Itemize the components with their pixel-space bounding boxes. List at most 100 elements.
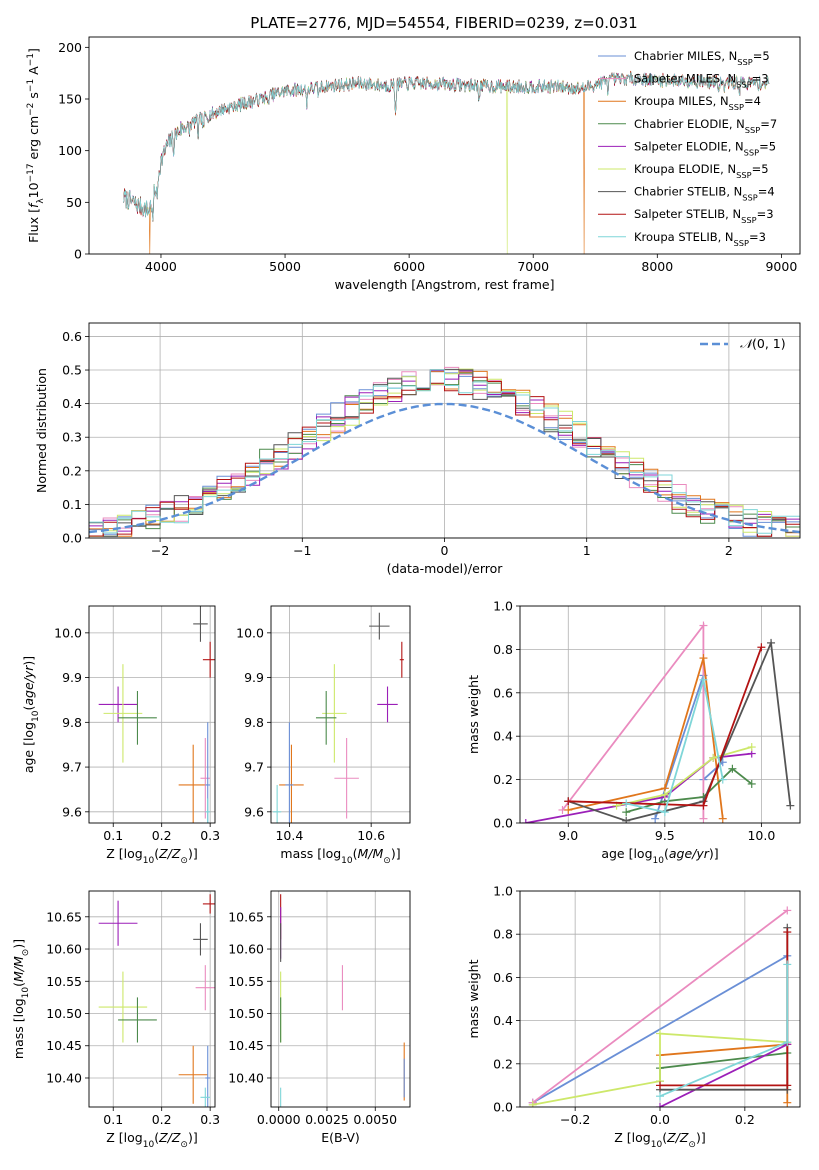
y-tick-label: 10.55: [228, 974, 264, 989]
y-axis-label: mass weight: [466, 959, 481, 1038]
axes-age-vs-z: 0.1 0.2 0.39.69.79.89.910.0Z [log10(Z/Z⊙)]…: [21, 605, 220, 866]
x-axis-label: Z [log10(Z/Z⊙)]: [106, 1130, 197, 1150]
label-part: −17: [26, 163, 36, 182]
errorbar-point-salpeter_miles: [195, 965, 215, 1011]
y-tick-label: 0.1: [62, 497, 82, 512]
y-tick-label: 9.8: [244, 715, 264, 730]
x-tick-label: 0.0000: [257, 1112, 301, 1127]
x-axis-label: Z [log10(Z/Z⊙)]: [614, 1130, 705, 1150]
label-part: ⊙: [383, 856, 391, 866]
label-part: (: [154, 1130, 159, 1145]
label-part: (: [662, 1130, 667, 1145]
legend-label: 𝒩(0, 1): [740, 336, 786, 351]
x-axis-label: wavelength [Angstrom, rest frame]: [334, 277, 554, 292]
plot-area: [520, 606, 800, 823]
errorbar-point-chabrier_miles: [205, 1045, 211, 1107]
label-part: 10: [653, 856, 665, 866]
label-part: Kroupa ELODIE, N: [634, 162, 736, 176]
errorbar-point-chabrier_miles: [205, 722, 211, 823]
x-tick-label: 0.2: [152, 828, 172, 843]
label-part: Salpeter STELIB, N: [634, 207, 741, 221]
weight-line-salpeter_stelib: [660, 932, 789, 1087]
x-tick-label: 4000: [145, 259, 177, 274]
y-tick-label: 9.6: [62, 804, 82, 819]
label-part: Salpeter ELODIE, N: [634, 139, 744, 153]
axes-frame: [88, 36, 801, 255]
legend-label: Kroupa ELODIE, NSSP=5: [634, 162, 769, 180]
axes-frame: [88, 890, 216, 1108]
y-tick-label: 10.65: [228, 909, 264, 924]
x-tick-label: 10.6: [357, 828, 385, 843]
x-tick-label: −2: [151, 543, 169, 558]
label-part: )]: [391, 846, 401, 861]
plot-area: [520, 891, 800, 1107]
label-part: =5: [752, 162, 769, 176]
legend-label: Salpeter ELODIE, NSSP=5: [634, 139, 776, 157]
x-axis-label: mass [log10(M/M⊙)]: [280, 846, 400, 866]
x-tick-label: 9.0: [558, 828, 578, 843]
label-part: age/yr: [669, 846, 710, 861]
label-part: )]: [21, 656, 36, 666]
y-tick-label: 150: [58, 92, 82, 107]
y-tick-label: 0: [74, 247, 82, 262]
label-part: Z [log: [106, 846, 142, 861]
label-part: )]: [188, 846, 198, 861]
y-tick-label: 9.9: [62, 670, 82, 685]
label-part: SSP: [741, 215, 756, 225]
weight-line-salpeter_miles: [561, 622, 705, 819]
y-tick-label: 10.60: [228, 942, 264, 957]
axes-mass-weight-vs-age: 9.0 9.5 10.0 0.0 0.2 0.4 0.6 0.8 1.0 age [log10(a…: [466, 599, 801, 866]
weight-line-kroupa_elodie: [616, 746, 752, 807]
label-part: ⊙: [180, 856, 188, 866]
label-part: SSP: [744, 147, 759, 157]
errorbar-point-chabrier_stelib: [193, 606, 208, 642]
legend-label: Chabrier MILES, NSSP=5: [634, 49, 770, 67]
errorbar-point-chabrier_stelib: [193, 923, 208, 956]
legend-label: Chabrier ELODIE, NSSP=7: [634, 117, 777, 135]
x-tick-label: 0.0: [650, 1112, 670, 1127]
label-part: s: [26, 92, 41, 103]
label-part: ⊙: [21, 949, 31, 957]
x-tick-label: 5000: [269, 259, 301, 274]
errorbar-point-kroupa_elodie: [98, 971, 148, 1043]
errorbar-point-kroupa_miles: [178, 1045, 208, 1104]
x-tick-label: 9000: [765, 259, 797, 274]
errorbar-point-salpeter_miles: [200, 737, 211, 819]
label-part: −1: [26, 53, 36, 66]
legend-label: Kroupa MILES, NSSP=4: [634, 94, 761, 112]
x-tick-label: 6000: [393, 259, 425, 274]
label-part: 10: [341, 856, 353, 866]
errorbar-point-kroupa_stelib: [205, 798, 211, 823]
errorbar-point-salpeter_elodie: [98, 900, 138, 946]
y-tick-label: 9.7: [244, 760, 264, 775]
y-tick-label: 0.2: [62, 463, 82, 478]
y-tick-label: 100: [58, 143, 82, 158]
label-part: )]: [11, 939, 26, 949]
y-tick-label: 0.4: [62, 396, 82, 411]
x-tick-label: 0.0050: [353, 1112, 397, 1127]
label-part: =3: [757, 207, 774, 221]
y-tick-label: 200: [58, 40, 82, 55]
y-tick-label: 9.8: [62, 715, 82, 730]
weight-line-kroupa_miles: [568, 657, 724, 819]
y-tick-label: 10.40: [46, 1070, 82, 1085]
label-part: Chabrier ELODIE, N: [634, 117, 745, 131]
errorbar-point-salpeter_miles: [334, 737, 359, 819]
y-tick-label: 10.40: [228, 1070, 264, 1085]
spectrum-line-kroupa_stelib: [123, 72, 770, 221]
label-part: mass [log: [11, 998, 26, 1059]
y-axis-label: Normed distribution: [34, 368, 49, 493]
label-part: Z [log: [614, 1130, 650, 1145]
label-part: =5: [759, 139, 776, 153]
y-tick-label: 10.50: [228, 1006, 264, 1021]
errorbar-point-kroupa_stelib: [273, 784, 282, 823]
histogram-step-kroupa_stelib: [89, 369, 800, 537]
y-tick-label: 9.7: [62, 760, 82, 775]
errorbar-point-kroupa_stelib: [200, 1087, 211, 1107]
label-part: ⊙: [180, 1140, 188, 1150]
label-part: =3: [752, 72, 769, 86]
x-tick-label: 0.0025: [305, 1112, 349, 1127]
errorbar-point-salpeter_elodie: [377, 686, 398, 723]
histogram-legend: 𝒩(0, 1): [700, 336, 786, 351]
y-tick-label: 0.0: [493, 1100, 513, 1115]
